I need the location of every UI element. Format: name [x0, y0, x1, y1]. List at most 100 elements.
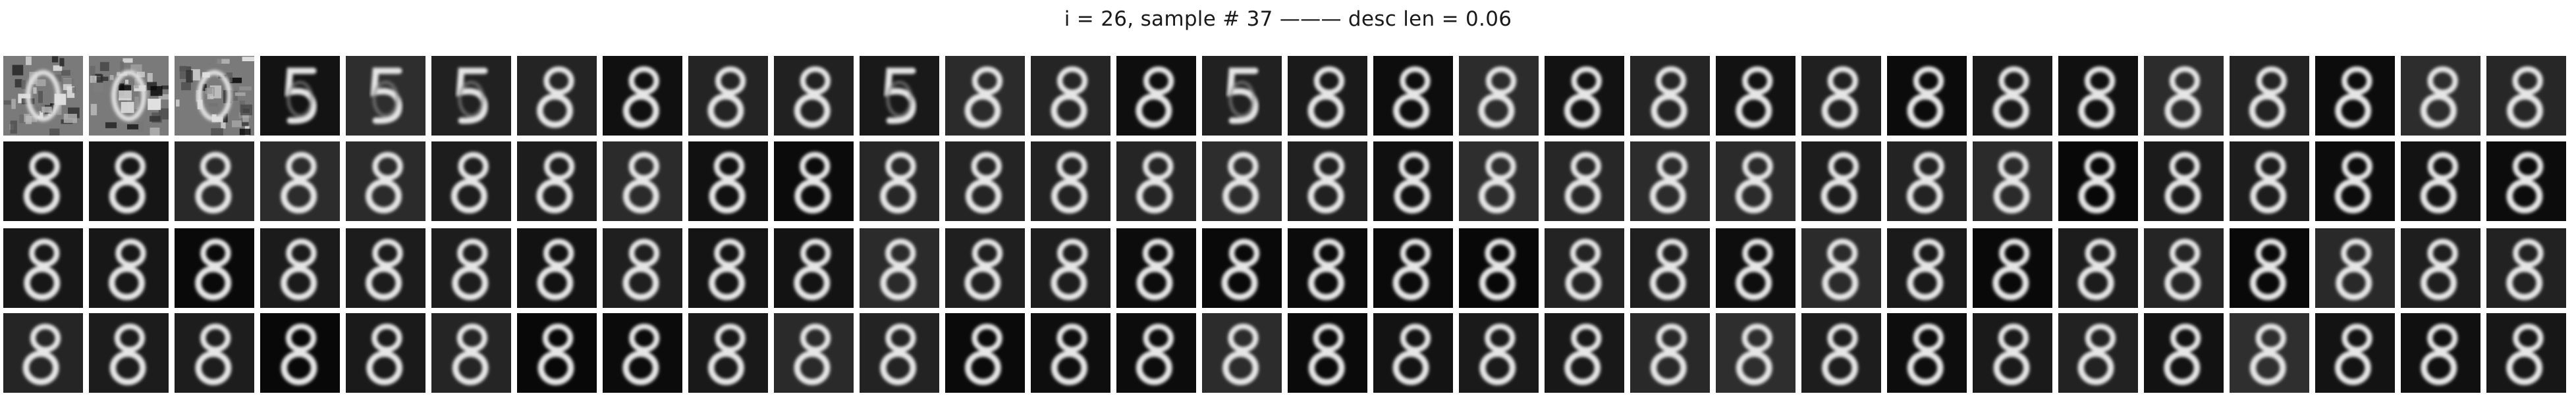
digit-panel	[431, 141, 511, 221]
digit-panel	[260, 56, 340, 136]
digit-image	[2506, 151, 2544, 214]
digit-panel	[603, 141, 682, 221]
digit-image	[1392, 238, 1431, 301]
digit-panel	[1373, 56, 1453, 136]
digit-image	[1564, 151, 1602, 214]
digit-image	[109, 323, 146, 386]
digit-panel	[1459, 313, 1539, 393]
digit-panel	[2144, 313, 2224, 393]
digit-panel	[1202, 313, 1282, 393]
digit-image	[1051, 238, 1088, 301]
digit-panel	[2315, 228, 2395, 308]
digit-image	[1907, 323, 1944, 386]
digit-image	[622, 323, 660, 386]
digit-panel	[1973, 313, 2052, 393]
digit-panel	[1288, 56, 1367, 136]
digit-panel	[517, 56, 597, 136]
digit-panel	[2401, 313, 2480, 393]
digit-panel	[1031, 228, 1110, 308]
digit-image	[707, 323, 746, 386]
digit-panel	[1545, 228, 1624, 308]
digit-panel	[603, 313, 682, 393]
digit-image	[1822, 238, 1859, 301]
digit-image	[366, 238, 403, 301]
digit-image	[965, 151, 1002, 214]
digit-image	[2164, 66, 2201, 128]
digit-image	[2421, 323, 2458, 386]
digit-panel	[1373, 228, 1453, 308]
digit-panel	[945, 56, 1025, 136]
digit-panel	[346, 141, 425, 221]
digit-panel	[1716, 228, 1795, 308]
digit-image	[2249, 323, 2286, 386]
digit-image	[2336, 238, 2372, 301]
digit-image	[1478, 151, 1516, 214]
digit-panel	[774, 56, 854, 136]
digit-panel	[89, 313, 169, 393]
digit-panel	[1716, 141, 1795, 221]
digit-panel	[517, 313, 597, 393]
digit-panel	[517, 141, 597, 221]
digit-image	[884, 67, 916, 124]
digit-panel	[1288, 141, 1367, 221]
digit-image	[2078, 151, 2116, 214]
digit-image	[880, 323, 917, 386]
digit-panel	[346, 313, 425, 393]
digit-image	[1308, 323, 1345, 386]
digit-image	[2164, 238, 2201, 301]
digit-image	[537, 323, 574, 386]
digit-panel	[688, 313, 768, 393]
digit-image	[451, 151, 489, 214]
digit-panel	[860, 141, 939, 221]
digit-panel	[2230, 56, 2309, 136]
digit-panel	[175, 228, 254, 308]
digit-image	[2164, 151, 2201, 214]
digit-panel	[1116, 228, 1196, 308]
digit-image	[1392, 324, 1431, 386]
digit-image	[109, 151, 146, 214]
digit-panel	[774, 228, 854, 308]
digit-image	[24, 238, 61, 301]
digit-panel	[1801, 313, 1881, 393]
digit-image	[2249, 66, 2288, 128]
digit-panel	[688, 228, 768, 308]
digit-image	[281, 151, 317, 214]
digit-panel	[2058, 313, 2138, 393]
digit-panel	[1973, 228, 2052, 308]
digit-panel	[346, 56, 425, 136]
digit-panel	[1630, 313, 1710, 393]
digit-image	[1736, 66, 1773, 128]
digit-panel	[3, 56, 83, 136]
digit-panel	[1887, 141, 1967, 221]
digit-image	[1736, 323, 1772, 386]
digit-image	[1479, 323, 1516, 386]
figure-title: i = 26, sample # 37 ——— desc len = 0.06	[1064, 7, 1512, 31]
digit-image	[195, 151, 232, 214]
digit-panel	[2058, 56, 2138, 136]
digit-panel	[1801, 56, 1881, 136]
digit-image	[964, 239, 1003, 301]
digit-panel	[175, 141, 254, 221]
digit-image	[1649, 151, 1688, 214]
digit-image	[1226, 67, 1259, 124]
digit-image	[537, 238, 574, 301]
digit-panel	[774, 141, 854, 221]
digit-panel	[1373, 141, 1453, 221]
digit-panel	[89, 56, 169, 136]
digit-image	[879, 151, 916, 214]
digit-panel	[1630, 56, 1710, 136]
digit-panel	[260, 141, 340, 221]
digit-panel	[1887, 313, 1967, 393]
digit-image	[1222, 151, 1259, 214]
digit-panel	[431, 228, 511, 308]
digit-panel	[2144, 56, 2224, 136]
digit-panel	[1973, 56, 2052, 136]
digit-panel	[3, 228, 83, 308]
digit-image	[2249, 238, 2286, 301]
digit-panel	[2486, 313, 2566, 393]
digit-panel	[2230, 228, 2309, 308]
digit-image	[1221, 239, 1260, 301]
digit-panel	[2058, 141, 2138, 221]
digit-panel	[1031, 313, 1110, 393]
digit-image	[370, 67, 402, 124]
